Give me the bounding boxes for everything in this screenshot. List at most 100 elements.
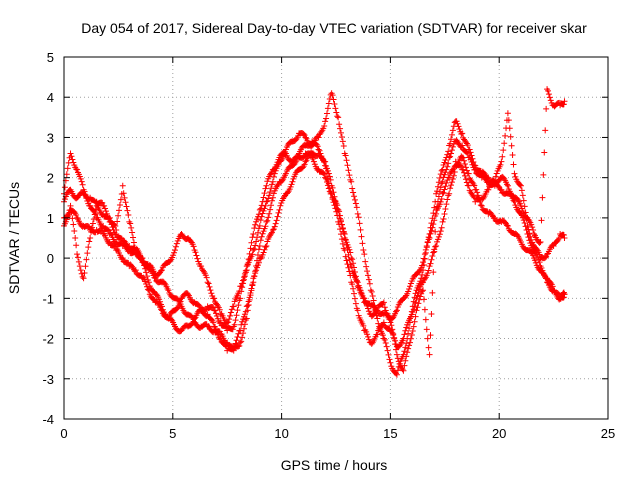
data-point: [541, 149, 548, 156]
data-point: [520, 217, 527, 224]
data-point: [527, 233, 534, 240]
data-point: [89, 220, 96, 227]
data-point: [248, 239, 255, 246]
data-point: [408, 332, 415, 339]
data-point: [414, 304, 421, 311]
data-point: [543, 253, 550, 260]
data-point: [407, 335, 414, 342]
data-point: [126, 247, 133, 254]
data-point: [193, 252, 200, 259]
data-point: [61, 184, 68, 191]
data-point: [425, 344, 432, 351]
data-point: [237, 295, 244, 302]
data-point: [194, 255, 201, 262]
data-point: [470, 193, 477, 200]
data-point: [442, 157, 449, 164]
data-point: [473, 186, 480, 193]
data-point: [131, 244, 138, 251]
data-point: [74, 251, 81, 258]
data-point: [242, 269, 249, 276]
data-point: [352, 300, 359, 307]
data-point: [401, 348, 408, 355]
data-point: [253, 218, 260, 225]
data-point: [385, 351, 392, 358]
data-point: [360, 322, 367, 329]
data-point: [403, 353, 410, 360]
data-point: [252, 242, 259, 249]
data-point: [365, 333, 372, 340]
data-point: [339, 225, 346, 232]
data-point: [456, 126, 463, 133]
y-tick-label: -4: [42, 412, 54, 427]
data-point: [409, 309, 416, 316]
data-point: [425, 234, 432, 241]
data-point: [449, 176, 456, 183]
data-point: [198, 263, 205, 270]
data-point: [440, 216, 447, 223]
data-point: [417, 293, 424, 300]
data-point: [382, 340, 389, 347]
data-point: [386, 316, 393, 323]
data-point: [438, 224, 445, 231]
data-point: [287, 183, 294, 190]
data-point: [386, 356, 393, 363]
data-point: [442, 169, 449, 176]
data-point: [388, 322, 395, 329]
data-point: [226, 316, 233, 323]
data-point: [380, 319, 387, 326]
data-point: [424, 335, 431, 342]
data-point: [321, 122, 328, 129]
data-point: [269, 226, 276, 233]
data-point: [145, 279, 152, 286]
data-point: [106, 214, 113, 221]
data-point: [462, 176, 469, 183]
data-point: [141, 262, 148, 269]
data-point: [274, 159, 281, 166]
data-point: [260, 194, 267, 201]
data-point: [499, 153, 506, 160]
data-point: [345, 264, 352, 271]
series-track-d: [61, 86, 568, 374]
data-point: [472, 198, 479, 205]
data-point: [343, 257, 350, 264]
data-point: [123, 203, 130, 210]
data-point: [264, 217, 271, 224]
data-point: [244, 260, 251, 267]
data-point: [233, 312, 240, 319]
data-point: [447, 185, 454, 192]
data-point: [106, 239, 113, 246]
data-point: [74, 254, 81, 261]
data-point: [426, 230, 433, 237]
data-point: [309, 155, 316, 162]
data-point: [517, 182, 524, 189]
data-point: [536, 239, 543, 246]
data-point: [474, 189, 481, 196]
data-point: [342, 236, 349, 243]
data-point: [340, 229, 347, 236]
data-point: [262, 202, 269, 209]
data-point: [380, 335, 387, 342]
data-point: [409, 327, 416, 334]
data-point: [265, 214, 272, 221]
data-point: [125, 211, 132, 218]
data-point: [392, 341, 399, 348]
data-point: [259, 210, 266, 217]
data-point: [235, 302, 242, 309]
data-point: [130, 239, 137, 246]
data-point: [350, 260, 357, 267]
y-tick-label: 2: [47, 171, 54, 186]
data-point: [143, 283, 150, 290]
data-point: [69, 156, 76, 163]
data-point: [206, 283, 213, 290]
data-point: [529, 224, 536, 231]
data-point: [64, 165, 71, 172]
data-point: [531, 257, 538, 264]
data-point: [240, 280, 247, 287]
data-point: [269, 178, 276, 185]
data-point: [462, 172, 469, 179]
data-point: [259, 198, 266, 205]
data-point: [381, 304, 388, 311]
data-point: [560, 101, 567, 108]
data-point: [421, 306, 428, 313]
data-point: [328, 190, 335, 197]
